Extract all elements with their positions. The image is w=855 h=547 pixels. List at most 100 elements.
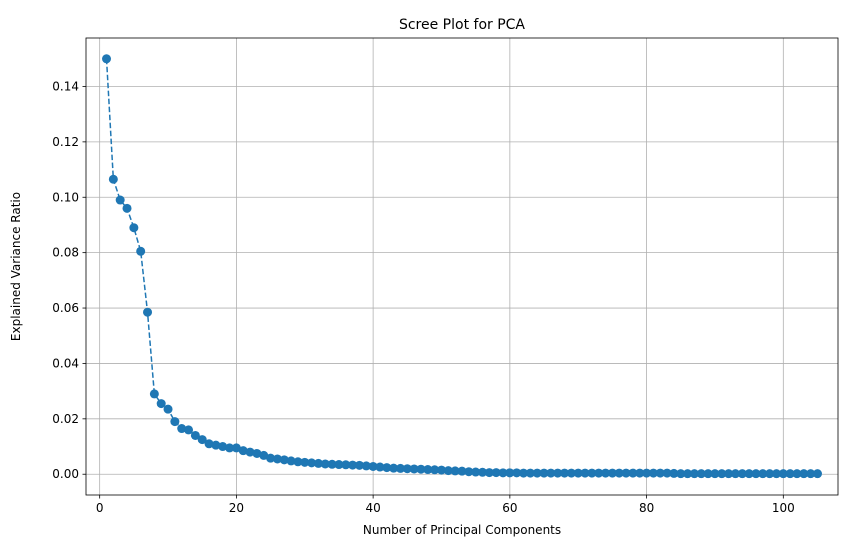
data-point	[594, 468, 604, 478]
data-point	[812, 469, 822, 479]
data-point	[382, 463, 392, 473]
data-point	[218, 442, 228, 452]
data-point	[402, 464, 412, 474]
y-tick-label: 0.10	[52, 190, 79, 204]
y-tick-label: 0.00	[52, 467, 79, 481]
data-point	[129, 223, 139, 233]
grid-lines	[86, 38, 838, 495]
data-point	[190, 430, 200, 440]
data-point	[778, 469, 788, 479]
y-tick-label: 0.06	[52, 301, 79, 315]
data-point	[560, 468, 570, 478]
data-point	[539, 468, 549, 478]
data-point	[553, 468, 563, 478]
data-point	[806, 469, 816, 479]
y-tick-label: 0.14	[52, 79, 79, 93]
data-point	[341, 460, 351, 470]
data-point	[334, 460, 344, 470]
data-point	[751, 469, 761, 479]
y-axis: 0.00 0.02 0.04 0.06 0.08 0.10 0.12 0.14	[52, 79, 86, 481]
data-point	[744, 469, 754, 479]
data-point	[683, 469, 693, 479]
data-point	[498, 468, 508, 478]
data-point	[436, 465, 446, 475]
x-tick-label: 20	[229, 501, 244, 515]
data-point	[464, 467, 474, 477]
data-point	[765, 469, 775, 479]
data-point	[724, 469, 734, 479]
data-point	[703, 469, 713, 479]
data-point	[621, 468, 631, 478]
x-axis-label: Number of Principal Components	[363, 523, 561, 537]
data-point	[266, 453, 276, 463]
data-point	[662, 468, 672, 478]
x-tick-label: 60	[502, 501, 517, 515]
x-tick-label: 40	[365, 501, 380, 515]
data-point	[642, 468, 652, 478]
data-point	[710, 469, 720, 479]
data-point	[443, 466, 453, 476]
data-point	[163, 404, 173, 414]
data-point	[771, 469, 781, 479]
data-point	[143, 307, 153, 317]
data-point	[361, 461, 371, 471]
data-point	[320, 459, 330, 469]
data-point	[115, 195, 125, 205]
data-point	[177, 424, 187, 434]
data-point	[519, 468, 529, 478]
series-line-group	[102, 54, 822, 479]
data-point	[730, 469, 740, 479]
y-tick-label: 0.12	[52, 135, 79, 149]
data-point	[293, 457, 303, 467]
data-point	[416, 464, 426, 474]
data-point	[327, 459, 337, 469]
data-point	[225, 443, 235, 453]
data-point	[204, 439, 214, 449]
data-point	[375, 462, 385, 472]
data-point	[252, 448, 262, 458]
data-point	[676, 469, 686, 479]
data-point	[279, 455, 289, 465]
data-point	[478, 467, 488, 477]
data-point	[300, 457, 310, 467]
data-point	[272, 454, 282, 464]
data-point	[635, 468, 645, 478]
x-tick-label: 100	[772, 501, 795, 515]
data-point	[389, 463, 399, 473]
data-point	[108, 174, 118, 184]
data-point	[758, 469, 768, 479]
data-point	[737, 469, 747, 479]
x-tick-label: 0	[96, 501, 104, 515]
data-point	[450, 466, 460, 476]
data-point	[696, 469, 706, 479]
data-point	[628, 468, 638, 478]
data-point	[573, 468, 583, 478]
data-point	[313, 458, 323, 468]
data-point	[348, 460, 358, 470]
chart-title: Scree Plot for PCA	[399, 17, 525, 33]
data-point	[607, 468, 617, 478]
data-point	[799, 469, 809, 479]
plot-frame	[85, 37, 839, 496]
data-point	[286, 456, 296, 466]
x-tick-label: 80	[639, 501, 654, 515]
data-point	[484, 468, 494, 478]
x-axis: 0 20 40 60 80 100	[96, 495, 795, 515]
series-line	[105, 58, 818, 475]
data-point	[102, 54, 112, 64]
data-point	[792, 469, 802, 479]
data-point	[532, 468, 542, 478]
y-tick-label: 0.02	[52, 412, 79, 426]
data-point	[614, 468, 624, 478]
data-point	[259, 450, 269, 460]
data-point	[231, 443, 241, 453]
data-point	[689, 469, 699, 479]
data-point	[395, 463, 405, 473]
data-point	[717, 469, 727, 479]
data-point	[238, 446, 248, 456]
data-point	[184, 425, 194, 435]
data-point	[170, 417, 180, 427]
data-point	[430, 465, 440, 475]
data-point	[307, 458, 317, 468]
data-point	[580, 468, 590, 478]
